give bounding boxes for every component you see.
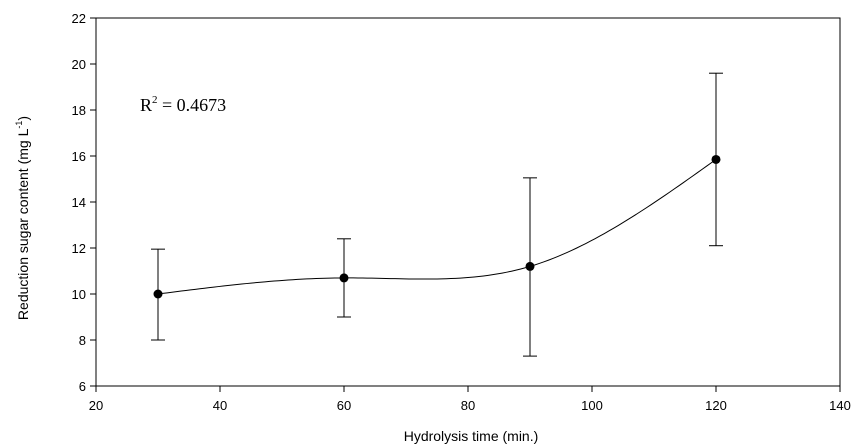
x-tick-label: 60: [337, 398, 351, 413]
x-tick-label: 100: [581, 398, 603, 413]
data-points: [153, 154, 721, 299]
ticks: 20 40 60 80 100 120 140 6 8 10 12 14 16 18 20 22: [72, 11, 851, 413]
y-tick-label: 22: [72, 11, 86, 26]
x-tick-label: 40: [213, 398, 227, 413]
error-bars: [151, 72, 723, 357]
data-point: [711, 154, 721, 164]
x-tick-label: 140: [829, 398, 851, 413]
r-squared-annotation: R2 = 0.4673: [140, 94, 226, 115]
y-tick-label: 18: [72, 103, 86, 118]
y-tick-label: 10: [72, 287, 86, 302]
x-tick-label: 20: [89, 398, 103, 413]
data-point: [153, 289, 163, 299]
x-tick-label: 120: [705, 398, 727, 413]
fit-curve-group: [157, 159, 717, 295]
y-tick-label: 14: [72, 195, 86, 210]
y-tick-label: 16: [72, 149, 86, 164]
y-axis-label: Reduction sugar content (mg L-1): [14, 116, 31, 320]
y-tick-label: 20: [72, 57, 86, 72]
y-tick-label: 6: [79, 379, 86, 394]
data-point: [339, 273, 349, 283]
y-tick-label: 12: [72, 241, 86, 256]
data-point: [525, 261, 535, 271]
x-axis-label: Hydrolysis time (min.): [404, 428, 539, 444]
axes: [95, 17, 841, 387]
y-tick-label: 8: [79, 333, 86, 348]
plot-frame: [95, 17, 841, 387]
x-tick-label: 80: [461, 398, 475, 413]
fit-curve: [157, 159, 717, 295]
